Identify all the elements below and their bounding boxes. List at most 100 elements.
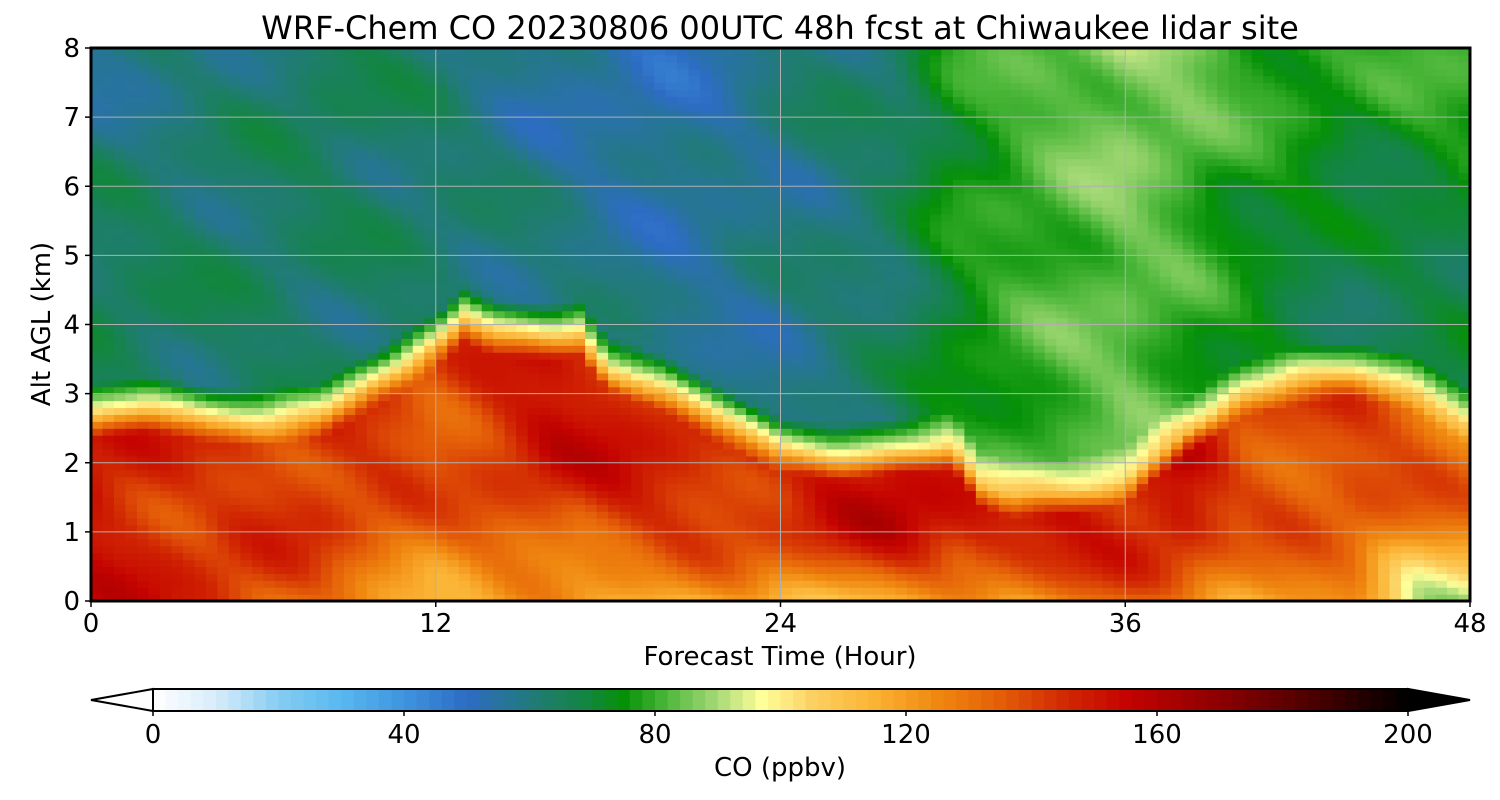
heatmap-cell (240, 186, 253, 194)
heatmap-cell (435, 566, 448, 574)
heatmap-cell (251, 158, 264, 167)
heatmap-cell (182, 469, 196, 478)
heatmap-cell (251, 462, 264, 471)
heatmap-cell (447, 511, 460, 519)
heatmap-cell (631, 130, 644, 139)
heatmap-cell (171, 151, 184, 160)
heatmap-cell (435, 518, 448, 526)
heatmap-cell (608, 518, 621, 526)
heatmap-cell (539, 193, 552, 201)
heatmap-cell (447, 276, 460, 284)
heatmap-cell (182, 241, 196, 250)
heatmap-cell (688, 379, 701, 388)
heatmap-cell (516, 511, 529, 519)
heatmap-cell (148, 421, 161, 429)
heatmap-cell (539, 262, 552, 270)
heatmap-cell (791, 587, 805, 595)
heatmap-cell (631, 186, 644, 194)
heatmap-cell (596, 89, 609, 97)
heatmap-cell (320, 442, 333, 450)
heatmap-cell (228, 483, 241, 491)
heatmap-cell (332, 407, 345, 415)
heatmap-cell (251, 151, 264, 160)
heatmap-cell (217, 511, 230, 519)
heatmap-cell (481, 469, 494, 478)
heatmap-cell (194, 68, 207, 77)
heatmap-cell (125, 504, 138, 512)
heatmap-cell (217, 559, 230, 568)
heatmap-cell (136, 407, 150, 415)
heatmap-cell (412, 54, 425, 63)
heatmap-cell (642, 234, 655, 243)
heatmap-cell (389, 414, 402, 422)
heatmap-cell (608, 269, 621, 277)
heatmap-cell (366, 442, 379, 450)
heatmap-cell (435, 524, 448, 533)
heatmap-cell (171, 345, 184, 353)
heatmap-cell (470, 442, 483, 450)
heatmap-cell (734, 289, 747, 298)
heatmap-cell (355, 206, 368, 215)
heatmap-cell (573, 490, 586, 498)
heatmap-cell (102, 386, 115, 395)
heatmap-cell (148, 435, 161, 443)
heatmap-cell (136, 89, 150, 97)
heatmap-cell (401, 158, 414, 167)
heatmap-cell (378, 262, 391, 270)
heatmap-cell (148, 338, 161, 346)
heatmap-cell (734, 296, 747, 305)
heatmap-cell (447, 283, 460, 291)
heatmap-cell (596, 511, 609, 519)
heatmap-cell (113, 130, 127, 139)
heatmap-cell (355, 414, 368, 422)
heatmap-cell (677, 552, 690, 561)
heatmap-cell (217, 213, 230, 222)
heatmap-cell (217, 359, 230, 367)
heatmap-cell (723, 61, 736, 70)
heatmap-cell (700, 158, 713, 167)
heatmap-cell (228, 511, 241, 519)
heatmap-cell (642, 421, 655, 429)
heatmap-cell (723, 573, 736, 581)
heatmap-cell (286, 165, 299, 174)
heatmap-cell (447, 48, 460, 56)
heatmap-cell (780, 559, 793, 568)
heatmap-cell (619, 165, 632, 174)
heatmap-cell (746, 566, 759, 574)
heatmap-cell (263, 483, 276, 491)
heatmap-cell (631, 435, 644, 443)
heatmap-cell (125, 144, 138, 153)
heatmap-cell (332, 359, 345, 367)
heatmap-cell (435, 317, 448, 326)
heatmap-cell (412, 407, 425, 415)
heatmap-cell (608, 566, 621, 574)
heatmap-cell (366, 469, 379, 478)
heatmap-cell (217, 255, 230, 263)
heatmap-cell (378, 497, 391, 505)
heatmap-cell (504, 75, 517, 84)
heatmap-cell (516, 68, 529, 77)
heatmap-cell (136, 372, 150, 381)
heatmap-cell (389, 338, 402, 346)
heatmap-cell (378, 89, 391, 97)
heatmap-cell (366, 483, 379, 491)
heatmap-cell (194, 206, 207, 215)
heatmap-cell (378, 227, 391, 236)
heatmap-cell (562, 248, 575, 256)
heatmap-cell (573, 393, 586, 402)
heatmap-cell (665, 151, 678, 160)
heatmap-cell (527, 428, 540, 436)
heatmap-cell (171, 379, 184, 388)
heatmap-cell (297, 580, 310, 588)
heatmap-cell (447, 200, 460, 208)
heatmap-cell (297, 269, 310, 277)
heatmap-cell (447, 407, 460, 415)
heatmap-cell (631, 359, 644, 367)
heatmap-cell (619, 414, 632, 422)
heatmap-cell (263, 75, 276, 84)
heatmap-cell (136, 255, 150, 263)
heatmap-cell (366, 54, 379, 63)
heatmap-cell (631, 248, 644, 256)
heatmap-cell (102, 193, 115, 201)
heatmap-cell (263, 283, 276, 291)
